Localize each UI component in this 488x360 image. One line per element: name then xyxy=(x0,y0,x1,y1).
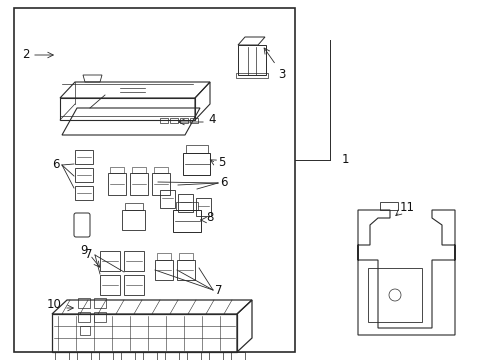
Bar xyxy=(164,352,179,360)
Text: 8: 8 xyxy=(205,211,213,225)
Text: 2: 2 xyxy=(22,49,30,62)
Text: 9: 9 xyxy=(81,243,88,256)
Bar xyxy=(124,251,143,271)
Bar xyxy=(125,203,142,210)
Text: 6: 6 xyxy=(52,158,60,171)
Bar xyxy=(110,167,124,173)
Text: 4: 4 xyxy=(207,113,215,126)
Text: 7: 7 xyxy=(84,248,92,261)
Bar xyxy=(80,326,90,335)
Bar xyxy=(124,275,143,295)
Bar xyxy=(155,260,173,280)
Bar xyxy=(379,202,397,210)
Bar xyxy=(176,202,198,210)
Bar xyxy=(142,352,157,360)
Bar xyxy=(55,352,69,360)
Bar xyxy=(75,150,93,164)
Bar xyxy=(208,352,223,360)
Text: 3: 3 xyxy=(278,68,285,81)
Bar xyxy=(78,312,90,322)
Bar xyxy=(180,118,187,123)
Bar xyxy=(108,173,126,195)
Bar xyxy=(154,167,168,173)
Text: 6: 6 xyxy=(220,176,227,189)
Bar xyxy=(186,352,201,360)
Bar xyxy=(99,352,113,360)
Bar xyxy=(185,145,207,153)
Bar xyxy=(170,118,178,123)
Bar xyxy=(132,167,146,173)
Bar xyxy=(190,118,198,123)
Bar xyxy=(177,260,195,280)
Bar xyxy=(160,190,175,208)
Bar xyxy=(75,168,93,182)
Text: 7: 7 xyxy=(215,284,222,297)
Bar xyxy=(60,98,195,120)
Bar xyxy=(52,314,237,352)
Bar xyxy=(183,153,209,175)
Bar xyxy=(14,8,294,352)
Bar xyxy=(122,210,145,230)
Bar xyxy=(173,210,201,232)
Bar xyxy=(77,352,91,360)
Bar xyxy=(78,298,90,308)
Text: 10: 10 xyxy=(47,298,62,311)
Bar xyxy=(121,352,135,360)
Bar xyxy=(238,45,265,75)
Bar xyxy=(130,173,148,195)
Bar xyxy=(178,194,193,212)
Text: 5: 5 xyxy=(218,157,225,170)
Bar xyxy=(236,73,267,78)
Bar xyxy=(94,312,106,322)
Bar xyxy=(160,118,168,123)
Bar xyxy=(94,298,106,308)
Bar xyxy=(100,251,120,271)
Bar xyxy=(75,186,93,200)
Bar xyxy=(157,253,171,260)
Bar xyxy=(179,253,193,260)
Text: 1: 1 xyxy=(341,153,349,166)
Bar xyxy=(230,352,244,360)
Bar xyxy=(100,275,120,295)
Bar xyxy=(152,173,170,195)
Bar xyxy=(196,198,210,216)
Text: 11: 11 xyxy=(399,202,414,215)
